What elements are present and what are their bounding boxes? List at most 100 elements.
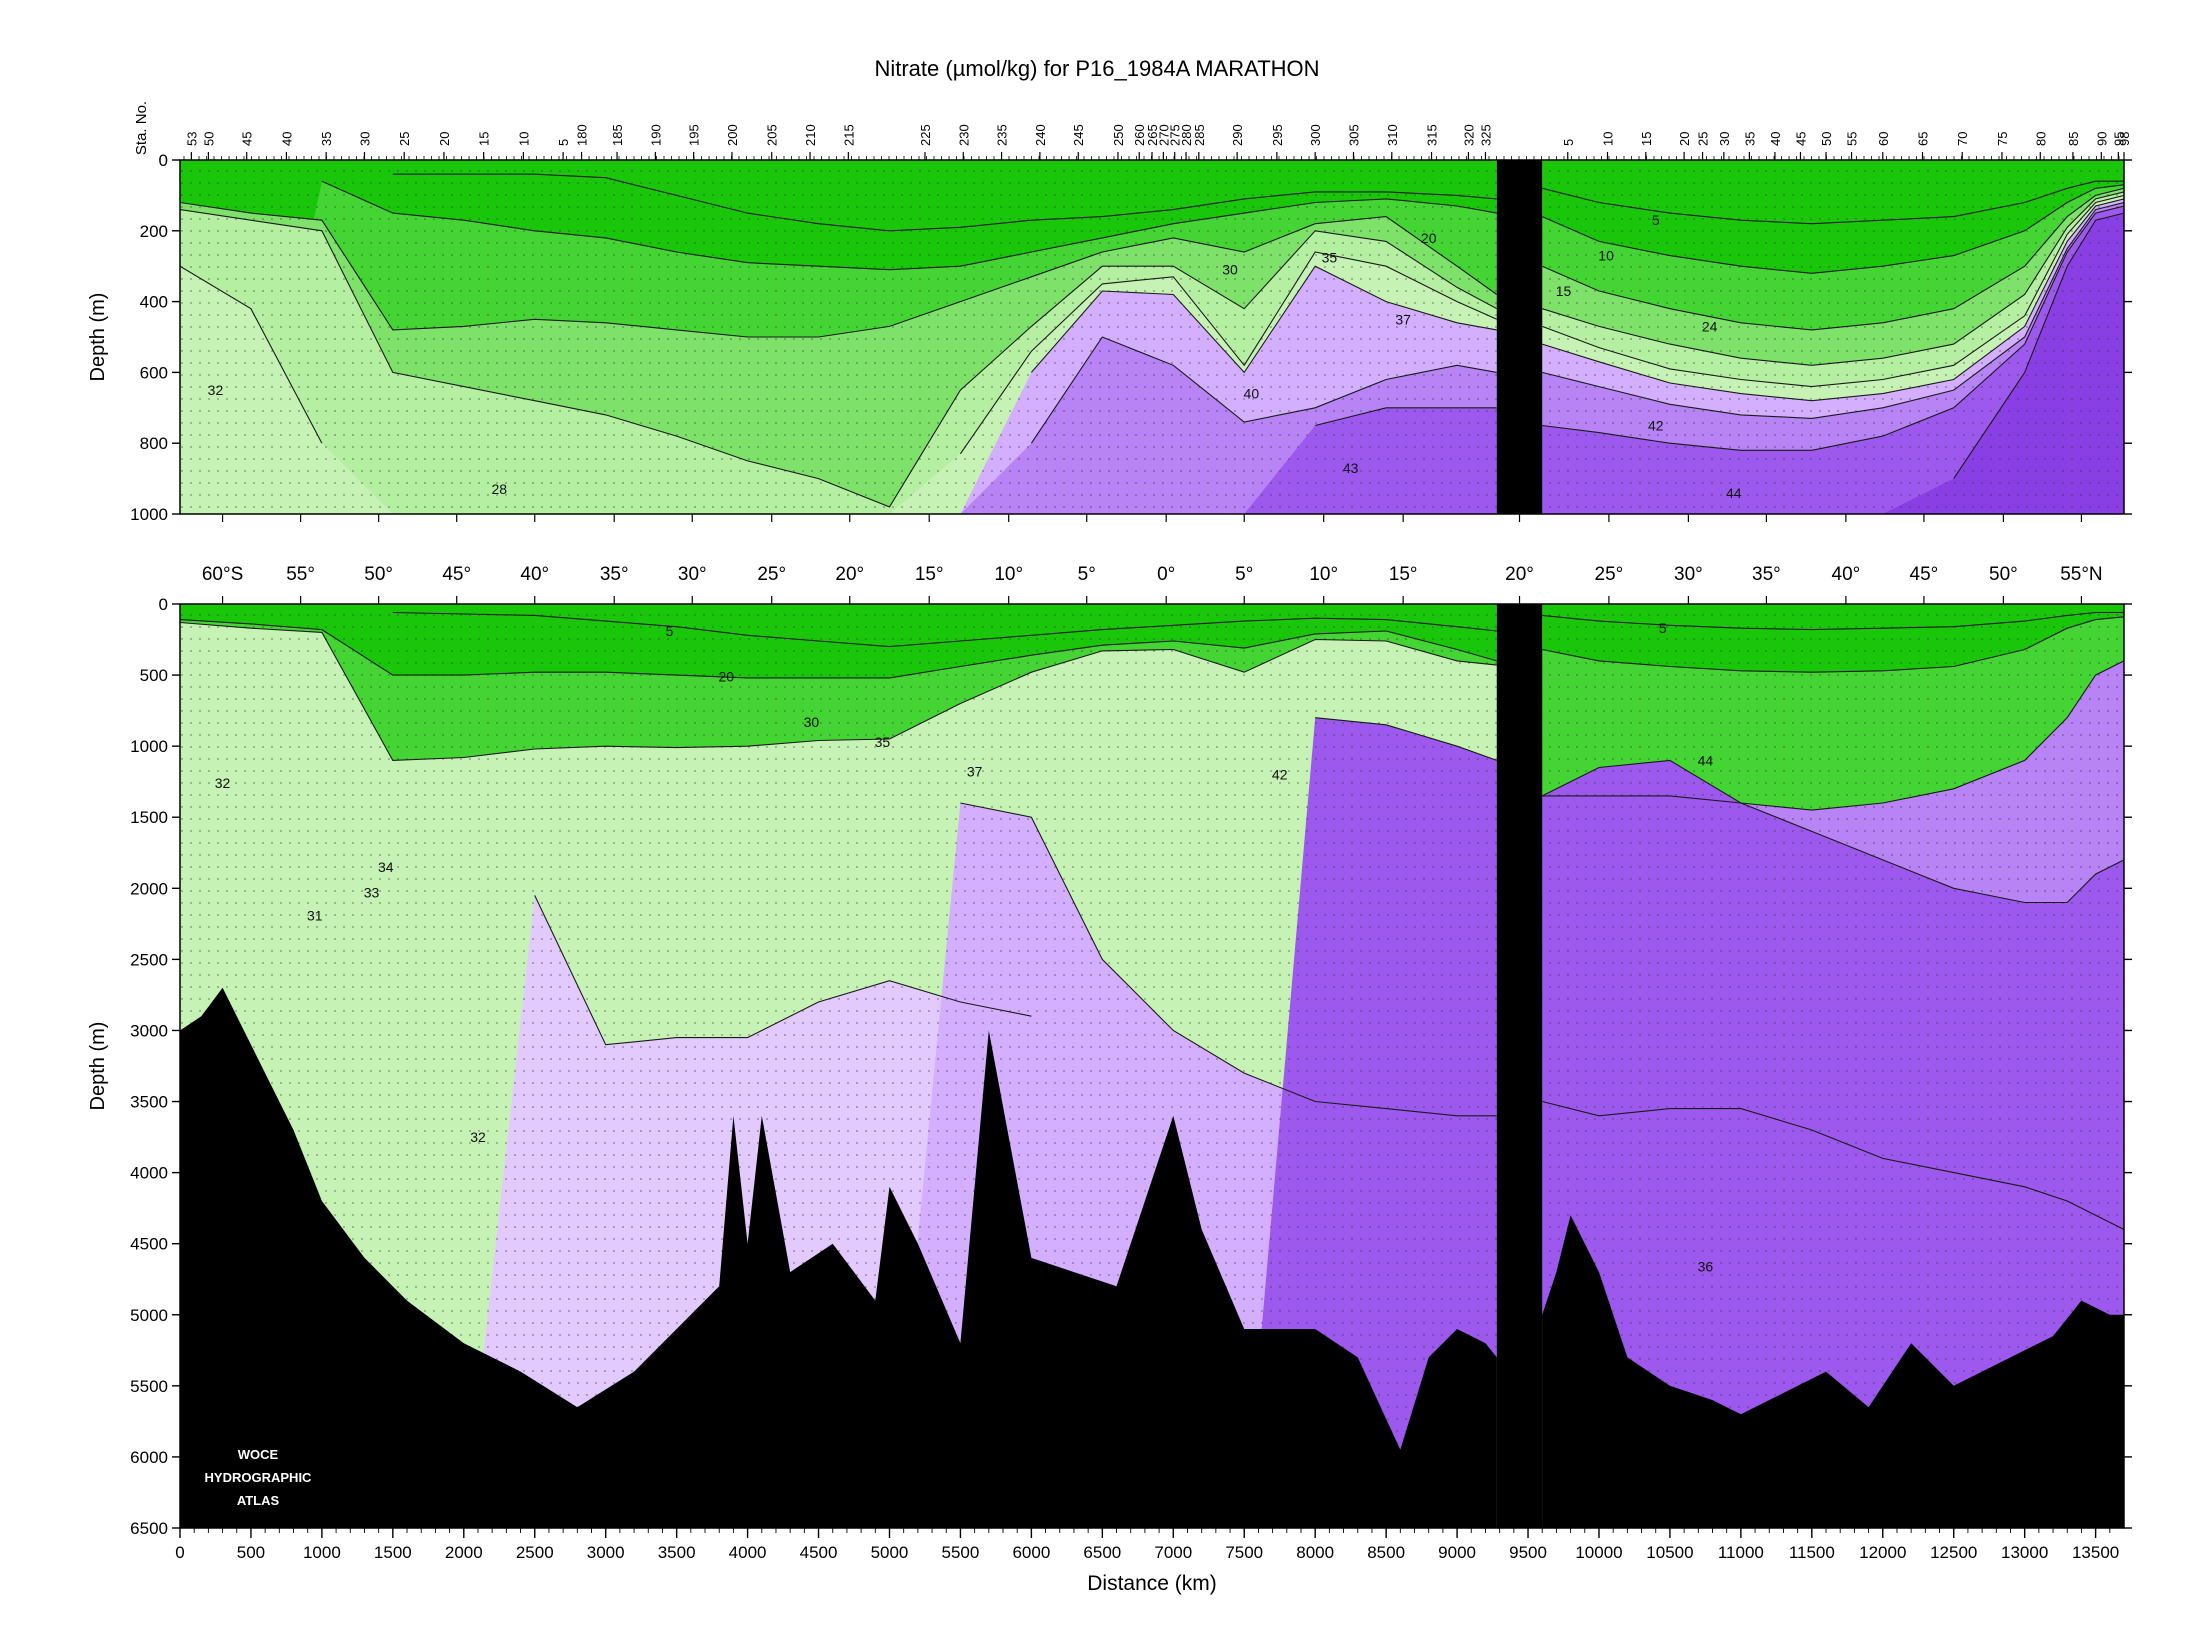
station-tick-label: 75 bbox=[1995, 132, 2010, 146]
y-tick-label: 2000 bbox=[130, 879, 168, 898]
latitude-label: 30° bbox=[1674, 564, 1703, 585]
section-gap bbox=[1496, 160, 1543, 514]
contour-label: 44 bbox=[1726, 485, 1742, 501]
contour-n28-north bbox=[1542, 191, 2124, 366]
station-tick-label: 280 bbox=[1179, 124, 1194, 146]
contour-n44-north bbox=[1953, 212, 2124, 479]
latitude-label: 55° bbox=[286, 564, 315, 585]
contour-label: 5 bbox=[1659, 620, 1667, 636]
station-tick-label: 270 bbox=[1156, 124, 1171, 146]
station-tick-label: 185 bbox=[610, 124, 625, 146]
x-tick-label: 8000 bbox=[1296, 1543, 1334, 1562]
station-tick-label: 80 bbox=[2033, 132, 2048, 146]
contour-label: 10 bbox=[1598, 248, 1614, 264]
lower-y-axis: 0 500 1000 1500 2000 2500 3000 3500 4000 4500 5000… bbox=[130, 595, 2132, 1538]
chart-title: Nitrate (µmol/kg) for P16_1984A MARATHON bbox=[874, 56, 1320, 81]
seafloor-south bbox=[180, 987, 1497, 1528]
contour-label: 24 bbox=[1702, 318, 1718, 334]
station-tick-label: 40 bbox=[279, 132, 294, 146]
station-tick-label: 325 bbox=[1478, 124, 1493, 146]
latitude-label: 10° bbox=[1309, 564, 1338, 585]
x-tick-label: 11000 bbox=[1718, 1543, 1764, 1562]
station-tick-label: 300 bbox=[1308, 124, 1323, 146]
contour-n20-north bbox=[1542, 616, 2124, 673]
x-tick-label: 4000 bbox=[729, 1543, 767, 1562]
contour-n5-south bbox=[392, 611, 1497, 648]
latitude-label: 0° bbox=[1157, 564, 1175, 585]
station-tick-label: 200 bbox=[725, 124, 740, 146]
x-tick-label: 1000 bbox=[303, 1543, 341, 1562]
station-tick-label: 295 bbox=[1270, 124, 1285, 146]
y-tick-label: 4500 bbox=[130, 1235, 168, 1254]
latitude-label: 25° bbox=[757, 564, 786, 585]
contour-label: 30 bbox=[1222, 262, 1238, 278]
x-tick-label: 7500 bbox=[1225, 1543, 1263, 1562]
station-tick-label: 225 bbox=[918, 124, 933, 146]
y-tick-label: 400 bbox=[140, 293, 168, 312]
contour-n40-north bbox=[1542, 660, 2124, 811]
woce-atlas-logo: WOCE HYDROGRAPHIC ATLAS bbox=[205, 1447, 313, 1508]
latitude-label: 55°N bbox=[2060, 564, 2102, 585]
contour-label: 33 bbox=[364, 885, 380, 901]
x-axis-label: Distance (km) bbox=[1087, 1572, 1217, 1595]
x-tick-label: 6500 bbox=[1083, 1543, 1121, 1562]
latitude-label: 20° bbox=[835, 564, 864, 585]
contour-n5-north bbox=[1542, 611, 2124, 631]
latitude-label: 40° bbox=[1832, 564, 1861, 585]
station-tick-label: 320 bbox=[1461, 124, 1476, 146]
latitude-label: 50° bbox=[1989, 564, 2018, 585]
upper-y-axis-label: Depth (m) bbox=[87, 293, 109, 382]
station-tick-label: 45 bbox=[1793, 132, 1808, 146]
latitude-label: 50° bbox=[364, 564, 393, 585]
x-tick-label: 500 bbox=[237, 1543, 265, 1562]
contour-label: 37 bbox=[967, 764, 983, 780]
latitude-label: 15° bbox=[1389, 564, 1418, 585]
x-tick-label: 10500 bbox=[1646, 1543, 1693, 1562]
station-tick-label: 195 bbox=[687, 124, 702, 146]
station-tick-label: 190 bbox=[648, 124, 663, 146]
latitude-label: 30° bbox=[678, 564, 707, 585]
seafloor-north bbox=[1542, 1215, 2124, 1528]
station-tick-label: 5 bbox=[556, 139, 571, 146]
y-tick-label: 0 bbox=[159, 151, 168, 170]
seafloor-edge bbox=[180, 1030, 183, 1528]
lower-contour-labels: 5 20 30 35 37 42 44 32 34 33 31 32 36 5 bbox=[215, 620, 1714, 1274]
x-tick-label: 2500 bbox=[516, 1543, 554, 1562]
distance-x-axis: 0 500 1000 1500 2000 2500 3000 3500 4000 4500 5000… bbox=[175, 1528, 2119, 1562]
lower-panel: 0 500 1000 1500 2000 2500 3000 3500 4000 4500 5000… bbox=[87, 595, 2132, 1538]
contour-label: 32 bbox=[208, 382, 224, 398]
y-tick-label: 1500 bbox=[130, 808, 168, 827]
station-tick-label: 25 bbox=[397, 132, 412, 146]
station-tick-label: 315 bbox=[1425, 124, 1440, 146]
contour-label: 42 bbox=[1648, 418, 1664, 434]
contour-n20-south bbox=[180, 201, 1498, 338]
contour-label: 37 bbox=[1395, 311, 1411, 327]
y-tick-label: 500 bbox=[140, 666, 168, 685]
contour-label: 44 bbox=[1698, 752, 1714, 768]
x-tick-label: 5000 bbox=[871, 1543, 909, 1562]
y-tick-label: 800 bbox=[140, 434, 168, 453]
station-tick-label: 290 bbox=[1230, 124, 1245, 146]
y-tick-label: 600 bbox=[140, 363, 168, 382]
y-tick-label: 1000 bbox=[130, 505, 168, 524]
station-tick-label: 310 bbox=[1385, 124, 1400, 146]
contour-label: 35 bbox=[875, 734, 891, 750]
contour-label: 5 bbox=[1652, 212, 1660, 228]
latitude-label: 5° bbox=[1235, 564, 1253, 585]
contour-n37-south bbox=[960, 802, 1497, 1117]
y-tick-label: 200 bbox=[140, 222, 168, 241]
contour-n28-south bbox=[180, 621, 1497, 761]
contour-label: 34 bbox=[378, 859, 394, 875]
y-tick-label: 4000 bbox=[130, 1164, 168, 1183]
contour-n37-north bbox=[1542, 198, 2124, 402]
contour-n32-south bbox=[180, 251, 1498, 455]
latitude-label: 35° bbox=[1752, 564, 1781, 585]
y-tick-label: 5500 bbox=[130, 1377, 168, 1396]
contour-n42-south bbox=[1315, 407, 1497, 427]
y-tick-label: 6000 bbox=[130, 1448, 168, 1467]
station-tick-label: 55 bbox=[1845, 132, 1860, 146]
contour-label: 28 bbox=[491, 481, 507, 497]
contour-n32-north bbox=[1542, 194, 2124, 388]
contour-n37-south bbox=[1030, 265, 1497, 374]
